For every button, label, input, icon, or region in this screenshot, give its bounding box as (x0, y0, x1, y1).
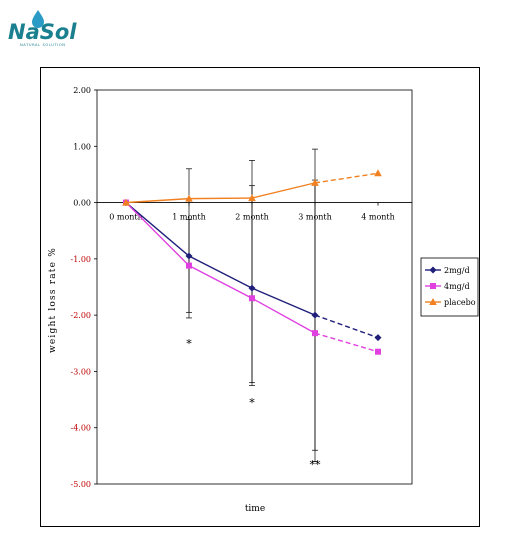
series-line-segment (188, 264, 253, 299)
data-point (186, 262, 192, 269)
x-axis-title: time (245, 504, 265, 514)
significance-mark: ** (310, 458, 322, 471)
line-chart: 2.00 1.00 0.00 -1.00 -2.00 -3.00 -4.00 -5.00 0 … (48, 86, 479, 514)
series-line-segment (188, 197, 253, 200)
data-point (374, 334, 382, 342)
series-line-segment (125, 202, 190, 267)
data-point (374, 169, 382, 177)
data-point (248, 284, 256, 292)
legend-label: 2mg/d (444, 266, 470, 275)
y-tick-label: -4.00 (70, 424, 91, 433)
legend-marker (430, 283, 436, 289)
legend-marker (429, 266, 437, 274)
y-tick-label: 2.00 (73, 86, 91, 95)
significance-mark: * (186, 337, 192, 350)
nasol-logo: NaSol NATURAL SOLUTION (8, 10, 77, 47)
y-tick-label: 1.00 (73, 142, 91, 151)
series-line-segment (251, 287, 316, 316)
logo-wordmark: NaSol (8, 20, 77, 44)
series-line-segment (251, 297, 316, 334)
water-drop-icon (32, 10, 44, 28)
data-point (185, 194, 193, 202)
y-tick-label: -5.00 (70, 480, 91, 489)
y-axis-title: weight loss rate % (48, 247, 58, 353)
y-tick-label: -2.00 (70, 311, 91, 320)
data-point (311, 311, 319, 319)
data-point (248, 194, 256, 202)
significance-mark: * (249, 396, 255, 409)
data-point (375, 348, 381, 355)
data-point (249, 295, 255, 302)
plot-area (96, 89, 413, 485)
legend-entry: 2mg/d (425, 266, 470, 275)
series-placebo (122, 169, 382, 206)
x-tick-label: 4 month (361, 213, 395, 222)
data-point (122, 198, 130, 206)
data-point (312, 330, 318, 337)
legend-label: placebo (444, 298, 476, 307)
legend-entry: placebo (425, 298, 476, 307)
series-line-segment (314, 314, 379, 339)
data-point (185, 252, 193, 260)
data-point (311, 178, 319, 186)
error-bar (186, 219, 192, 319)
y-tick-label: -1.00 (70, 255, 91, 264)
series-line-segment (125, 202, 190, 257)
x-tick-label: 0 month (109, 213, 143, 222)
y-tick-label: -3.00 (70, 367, 91, 376)
series-line-segment (125, 197, 190, 204)
logo-tagline: NATURAL SOLUTION (20, 43, 66, 47)
series-line-segment (251, 182, 316, 199)
legend-label: 4mg/d (444, 282, 470, 291)
legend-entry: 4mg/d (425, 282, 470, 291)
chart-frame: 2.00 1.00 0.00 -1.00 -2.00 -3.00 -4.00 -5.00 0 … (40, 67, 480, 527)
series-line-segment (188, 255, 253, 289)
series-line-segment (314, 332, 379, 353)
y-tick-label: 0.00 (73, 199, 91, 208)
legend: 2mg/d 4mg/d placebo (420, 257, 479, 317)
legend-marker (429, 298, 437, 305)
series-line-segment (314, 172, 379, 184)
